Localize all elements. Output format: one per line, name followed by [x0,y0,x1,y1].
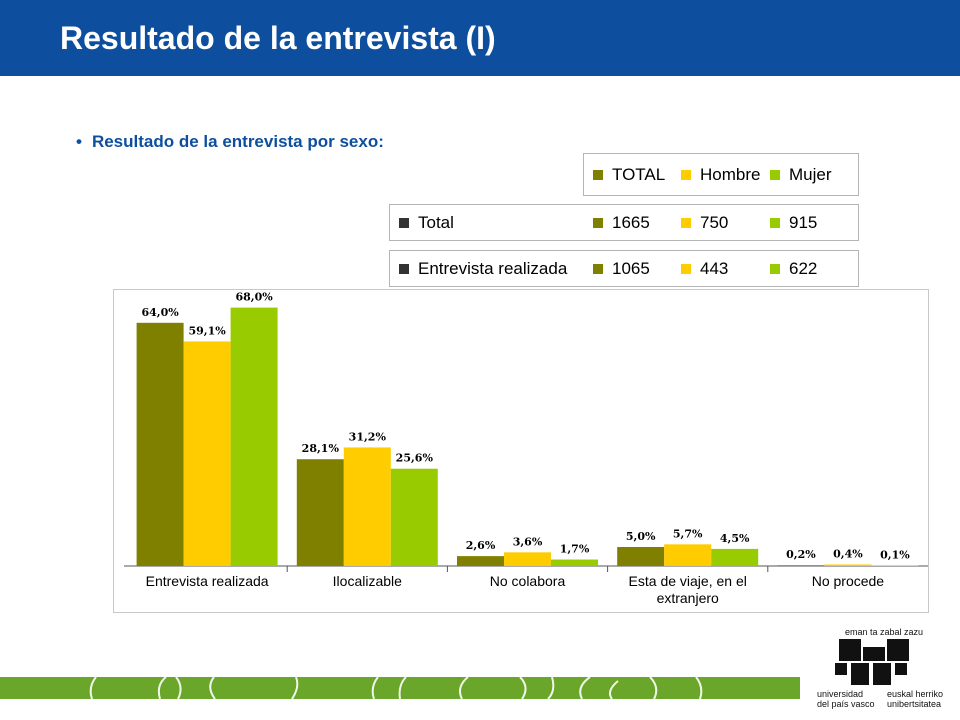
legend-swatch-hombre [681,169,691,180]
footer-band [0,677,800,699]
chart-frame [113,289,929,613]
legend-swatch-total-count [593,217,603,228]
legend-item-realizada-mujer: 622 [770,251,817,286]
page-title: Resultado de la entrevista (I) [60,20,496,56]
bar-mujer-0 [230,307,278,566]
data-label-total-3: 5,0% [626,530,656,543]
data-label-mujer-4: 0,1% [880,549,910,562]
legend-label-hombre-count: 750 [700,212,729,232]
legend-label-realizada-mujer: 622 [789,258,818,278]
legend-item-total-row: Total [399,205,454,240]
x-tick-label-0: Entrevista realizada [146,573,269,589]
legend-swatch-mujer-count [770,217,780,228]
legend-label-realizada-hombre: 443 [700,258,729,278]
legend-label-hombre: Hombre [700,164,761,184]
x-tick-label-2: No colabora [490,573,566,589]
legend-label-mujer-count: 915 [789,212,818,232]
bar-hombre-4 [824,564,872,566]
legend-item-mujer: Mujer [770,154,832,195]
legend-total-counts: Total 1665 750 915 [389,204,859,241]
legend-label-mujer: Mujer [789,164,832,184]
bar-mujer-3 [711,548,759,566]
legend-item-realizada-total: 1065 [593,251,650,286]
bar-hombre-0 [183,341,231,566]
data-label-hombre-1: 31,2% [349,430,387,443]
subtitle: • Resultado de la entrevista por sexo: [76,132,384,152]
x-tick-label-4: No procede [812,573,885,589]
data-label-hombre-2: 3,6% [513,535,543,548]
data-label-mujer-1: 25,6% [396,452,434,465]
logo-emblem-icon [835,639,909,685]
bar-total-2 [457,556,504,566]
legend-swatch-realizada-hombre [681,263,691,274]
legend-item-mujer-count: 915 [770,205,817,240]
logo-left-line1: universidad [817,689,864,699]
data-label-mujer-0: 68,0% [235,291,273,304]
data-label-total-4: 0,2% [786,548,816,561]
legend-swatch-realizada-total [593,263,603,274]
bar-mujer-1 [390,468,438,566]
bar-total-0 [136,322,184,566]
legend-label-total: TOTAL [612,164,666,184]
legend-realizada-counts: Entrevista realizada 1065 443 622 [389,250,859,287]
logo-left-line2: del país vasco [817,699,875,709]
bar-hombre-3 [664,544,712,566]
bar-mujer-4 [871,565,919,566]
bar-total-4 [777,565,825,566]
legend-item-hombre-count: 750 [681,205,728,240]
bar-hombre-2 [504,552,551,566]
legend-item-hombre: Hombre [681,154,760,195]
data-label-mujer-3: 4,5% [720,532,750,545]
legend-item-realizada-row: Entrevista realizada [399,251,567,286]
bar-total-1 [296,459,344,566]
legend-swatch-hombre-count [681,217,691,228]
legend-item-total: TOTAL [593,154,665,195]
bar-total-3 [617,547,665,566]
legend-label-total-row: Total [418,212,454,232]
data-label-mujer-2: 1,7% [560,543,590,556]
bar-mujer-2 [551,559,598,566]
legend-swatch-realizada-row [399,263,409,274]
legend-swatch-total [593,169,603,180]
bullet-icon: • [76,132,82,151]
data-label-total-2: 2,6% [466,539,496,552]
subtitle-text: Resultado de la entrevista por sexo: [91,132,384,151]
data-label-hombre-0: 59,1% [188,324,226,337]
university-logo: eman ta zabal zazu universidad del país … [815,625,955,715]
legend-swatch-realizada-mujer [770,263,780,274]
header-bar: Resultado de la entrevista (I) [0,0,960,76]
logo-right-line2: unibertsitatea [887,699,942,709]
x-tick-label-3: Esta de viaje, en el [629,573,747,589]
data-label-hombre-3: 5,7% [673,527,703,540]
legend-series: TOTAL Hombre Mujer [583,153,859,196]
x-tick-label-3-line1: extranjero [657,590,719,606]
legend-label-realizada-row: Entrevista realizada [418,258,568,278]
x-tick-label-1: Ilocalizable [333,573,402,589]
data-label-total-1: 28,1% [302,442,340,455]
legend-swatch-mujer [770,169,780,180]
data-label-total-0: 64,0% [141,306,179,319]
logo-tagline: eman ta zabal zazu [845,627,924,637]
legend-label-total-count: 1665 [612,212,650,232]
logo-right-line1: euskal herriko [887,689,944,699]
legend-item-total-count: 1665 [593,205,650,240]
legend-swatch-total-row [399,217,409,228]
legend-label-realizada-total: 1065 [612,258,650,278]
bar-hombre-1 [343,447,391,566]
footer-decoration [89,677,703,699]
legend-item-realizada-hombre: 443 [681,251,728,286]
data-label-hombre-4: 0,4% [833,547,863,560]
